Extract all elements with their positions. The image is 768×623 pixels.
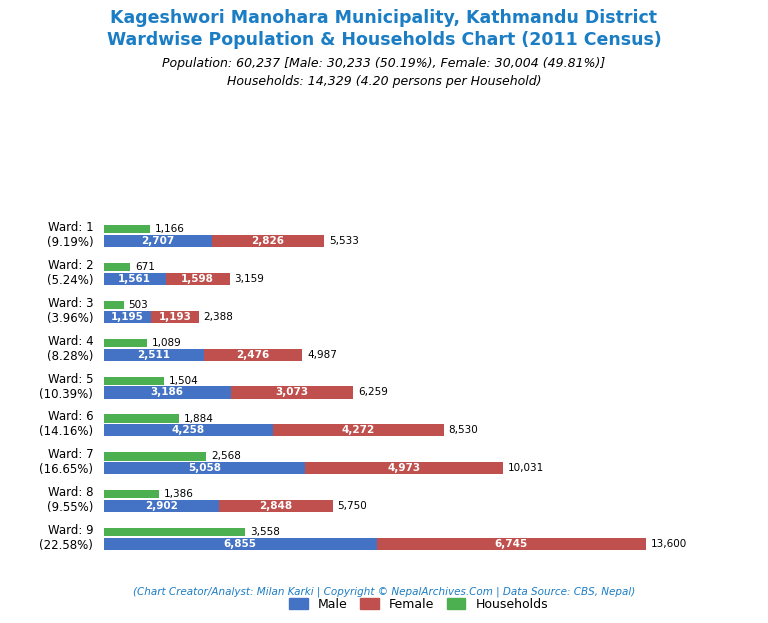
- Text: 6,745: 6,745: [495, 539, 528, 549]
- Text: 1,166: 1,166: [155, 224, 185, 234]
- Text: 4,258: 4,258: [172, 426, 205, 435]
- Bar: [104, 301, 124, 309]
- Bar: [104, 462, 306, 474]
- Text: 5,058: 5,058: [188, 463, 221, 473]
- Text: 6,259: 6,259: [358, 388, 388, 397]
- Text: 4,272: 4,272: [342, 426, 375, 435]
- Bar: [166, 273, 230, 285]
- Bar: [104, 452, 206, 460]
- Text: 4,987: 4,987: [307, 350, 337, 359]
- Bar: [104, 528, 246, 536]
- Text: 4,973: 4,973: [388, 463, 421, 473]
- Bar: [230, 386, 353, 399]
- Text: 13,600: 13,600: [650, 539, 687, 549]
- Text: Wardwise Population & Households Chart (2011 Census): Wardwise Population & Households Chart (…: [107, 31, 661, 49]
- Text: 2,826: 2,826: [251, 236, 284, 246]
- Text: 671: 671: [135, 262, 155, 272]
- Text: 1,598: 1,598: [181, 274, 214, 284]
- Text: 2,848: 2,848: [260, 501, 293, 511]
- Text: 1,884: 1,884: [184, 414, 214, 424]
- Bar: [211, 235, 324, 247]
- Bar: [104, 273, 166, 285]
- Bar: [104, 339, 147, 347]
- Text: 2,902: 2,902: [145, 501, 178, 511]
- Text: 5,750: 5,750: [338, 501, 367, 511]
- Bar: [104, 263, 131, 272]
- Bar: [104, 490, 159, 498]
- Text: 3,073: 3,073: [276, 388, 309, 397]
- Text: 2,388: 2,388: [204, 312, 233, 321]
- Bar: [104, 424, 273, 436]
- Bar: [104, 414, 179, 423]
- Bar: [104, 386, 230, 399]
- Text: 5,533: 5,533: [329, 236, 359, 246]
- Bar: [104, 225, 151, 234]
- Text: Population: 60,237 [Male: 30,233 (50.19%), Female: 30,004 (49.81%)]: Population: 60,237 [Male: 30,233 (50.19%…: [162, 57, 606, 70]
- Bar: [220, 500, 333, 512]
- Bar: [273, 424, 444, 436]
- Text: 1,089: 1,089: [152, 338, 181, 348]
- Bar: [151, 311, 199, 323]
- Bar: [104, 538, 377, 550]
- Text: 3,186: 3,186: [151, 388, 184, 397]
- Bar: [306, 462, 504, 474]
- Text: 2,476: 2,476: [237, 350, 270, 359]
- Text: 1,561: 1,561: [118, 274, 151, 284]
- Text: 8,530: 8,530: [449, 426, 478, 435]
- Bar: [104, 348, 204, 361]
- Text: 6,855: 6,855: [223, 539, 257, 549]
- Text: (Chart Creator/Analyst: Milan Karki | Copyright © NepalArchives.Com | Data Sourc: (Chart Creator/Analyst: Milan Karki | Co…: [133, 587, 635, 597]
- Bar: [104, 500, 220, 512]
- Text: Kageshwori Manohara Municipality, Kathmandu District: Kageshwori Manohara Municipality, Kathma…: [111, 9, 657, 27]
- Text: 2,511: 2,511: [137, 350, 170, 359]
- Bar: [104, 311, 151, 323]
- Text: 2,568: 2,568: [211, 452, 240, 462]
- Text: 1,386: 1,386: [164, 489, 194, 499]
- Text: 503: 503: [128, 300, 148, 310]
- Text: 2,707: 2,707: [141, 236, 174, 246]
- Text: 1,193: 1,193: [159, 312, 191, 321]
- Bar: [104, 376, 164, 385]
- Text: 10,031: 10,031: [508, 463, 545, 473]
- Text: Households: 14,329 (4.20 persons per Household): Households: 14,329 (4.20 persons per Hou…: [227, 75, 541, 88]
- Bar: [204, 348, 303, 361]
- Text: 1,504: 1,504: [168, 376, 198, 386]
- Text: 1,195: 1,195: [111, 312, 144, 321]
- Legend: Male, Female, Households: Male, Female, Households: [284, 593, 553, 616]
- Bar: [104, 235, 211, 247]
- Text: 3,159: 3,159: [234, 274, 264, 284]
- Text: 3,558: 3,558: [250, 527, 280, 537]
- Bar: [377, 538, 646, 550]
